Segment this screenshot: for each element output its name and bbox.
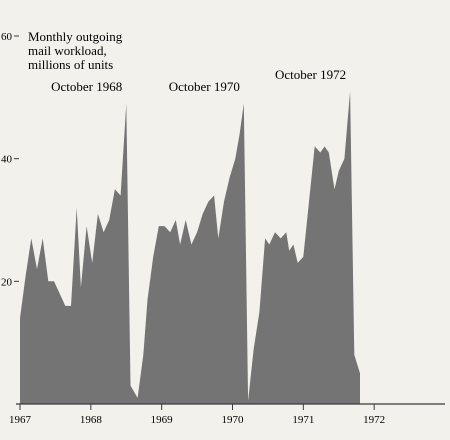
- peak-annotation: October 1972: [275, 67, 346, 82]
- y-tick-label: 40: [1, 154, 13, 166]
- y-axis-label-line-2: mail workload,: [28, 43, 107, 58]
- peak-annotation: October 1968: [51, 79, 122, 94]
- y-tick-label: 60: [1, 31, 13, 43]
- y-tick-label: 20: [1, 276, 13, 288]
- x-axis-ticks: 1967 1968 1969 1970 1971 1972: [9, 404, 385, 426]
- x-tick-label: 1971: [292, 414, 314, 426]
- peak-annotation: October 1970: [169, 79, 240, 94]
- series-area-0: [20, 91, 360, 404]
- x-tick-label: 1969: [151, 414, 174, 426]
- x-tick-label: 1967: [9, 414, 32, 426]
- annotations: October 1968 October 1970 October 1972: [51, 67, 346, 94]
- y-axis-label-line-1: Monthly outgoing: [28, 29, 123, 44]
- plot-area: [16, 91, 445, 405]
- x-tick-label: 1970: [222, 414, 245, 426]
- y-axis-label-line-3: millions of units: [28, 57, 113, 72]
- y-axis-ticks: 60 40 20: [1, 31, 19, 288]
- x-tick-label: 1972: [363, 414, 385, 426]
- x-tick-label: 1968: [80, 414, 103, 426]
